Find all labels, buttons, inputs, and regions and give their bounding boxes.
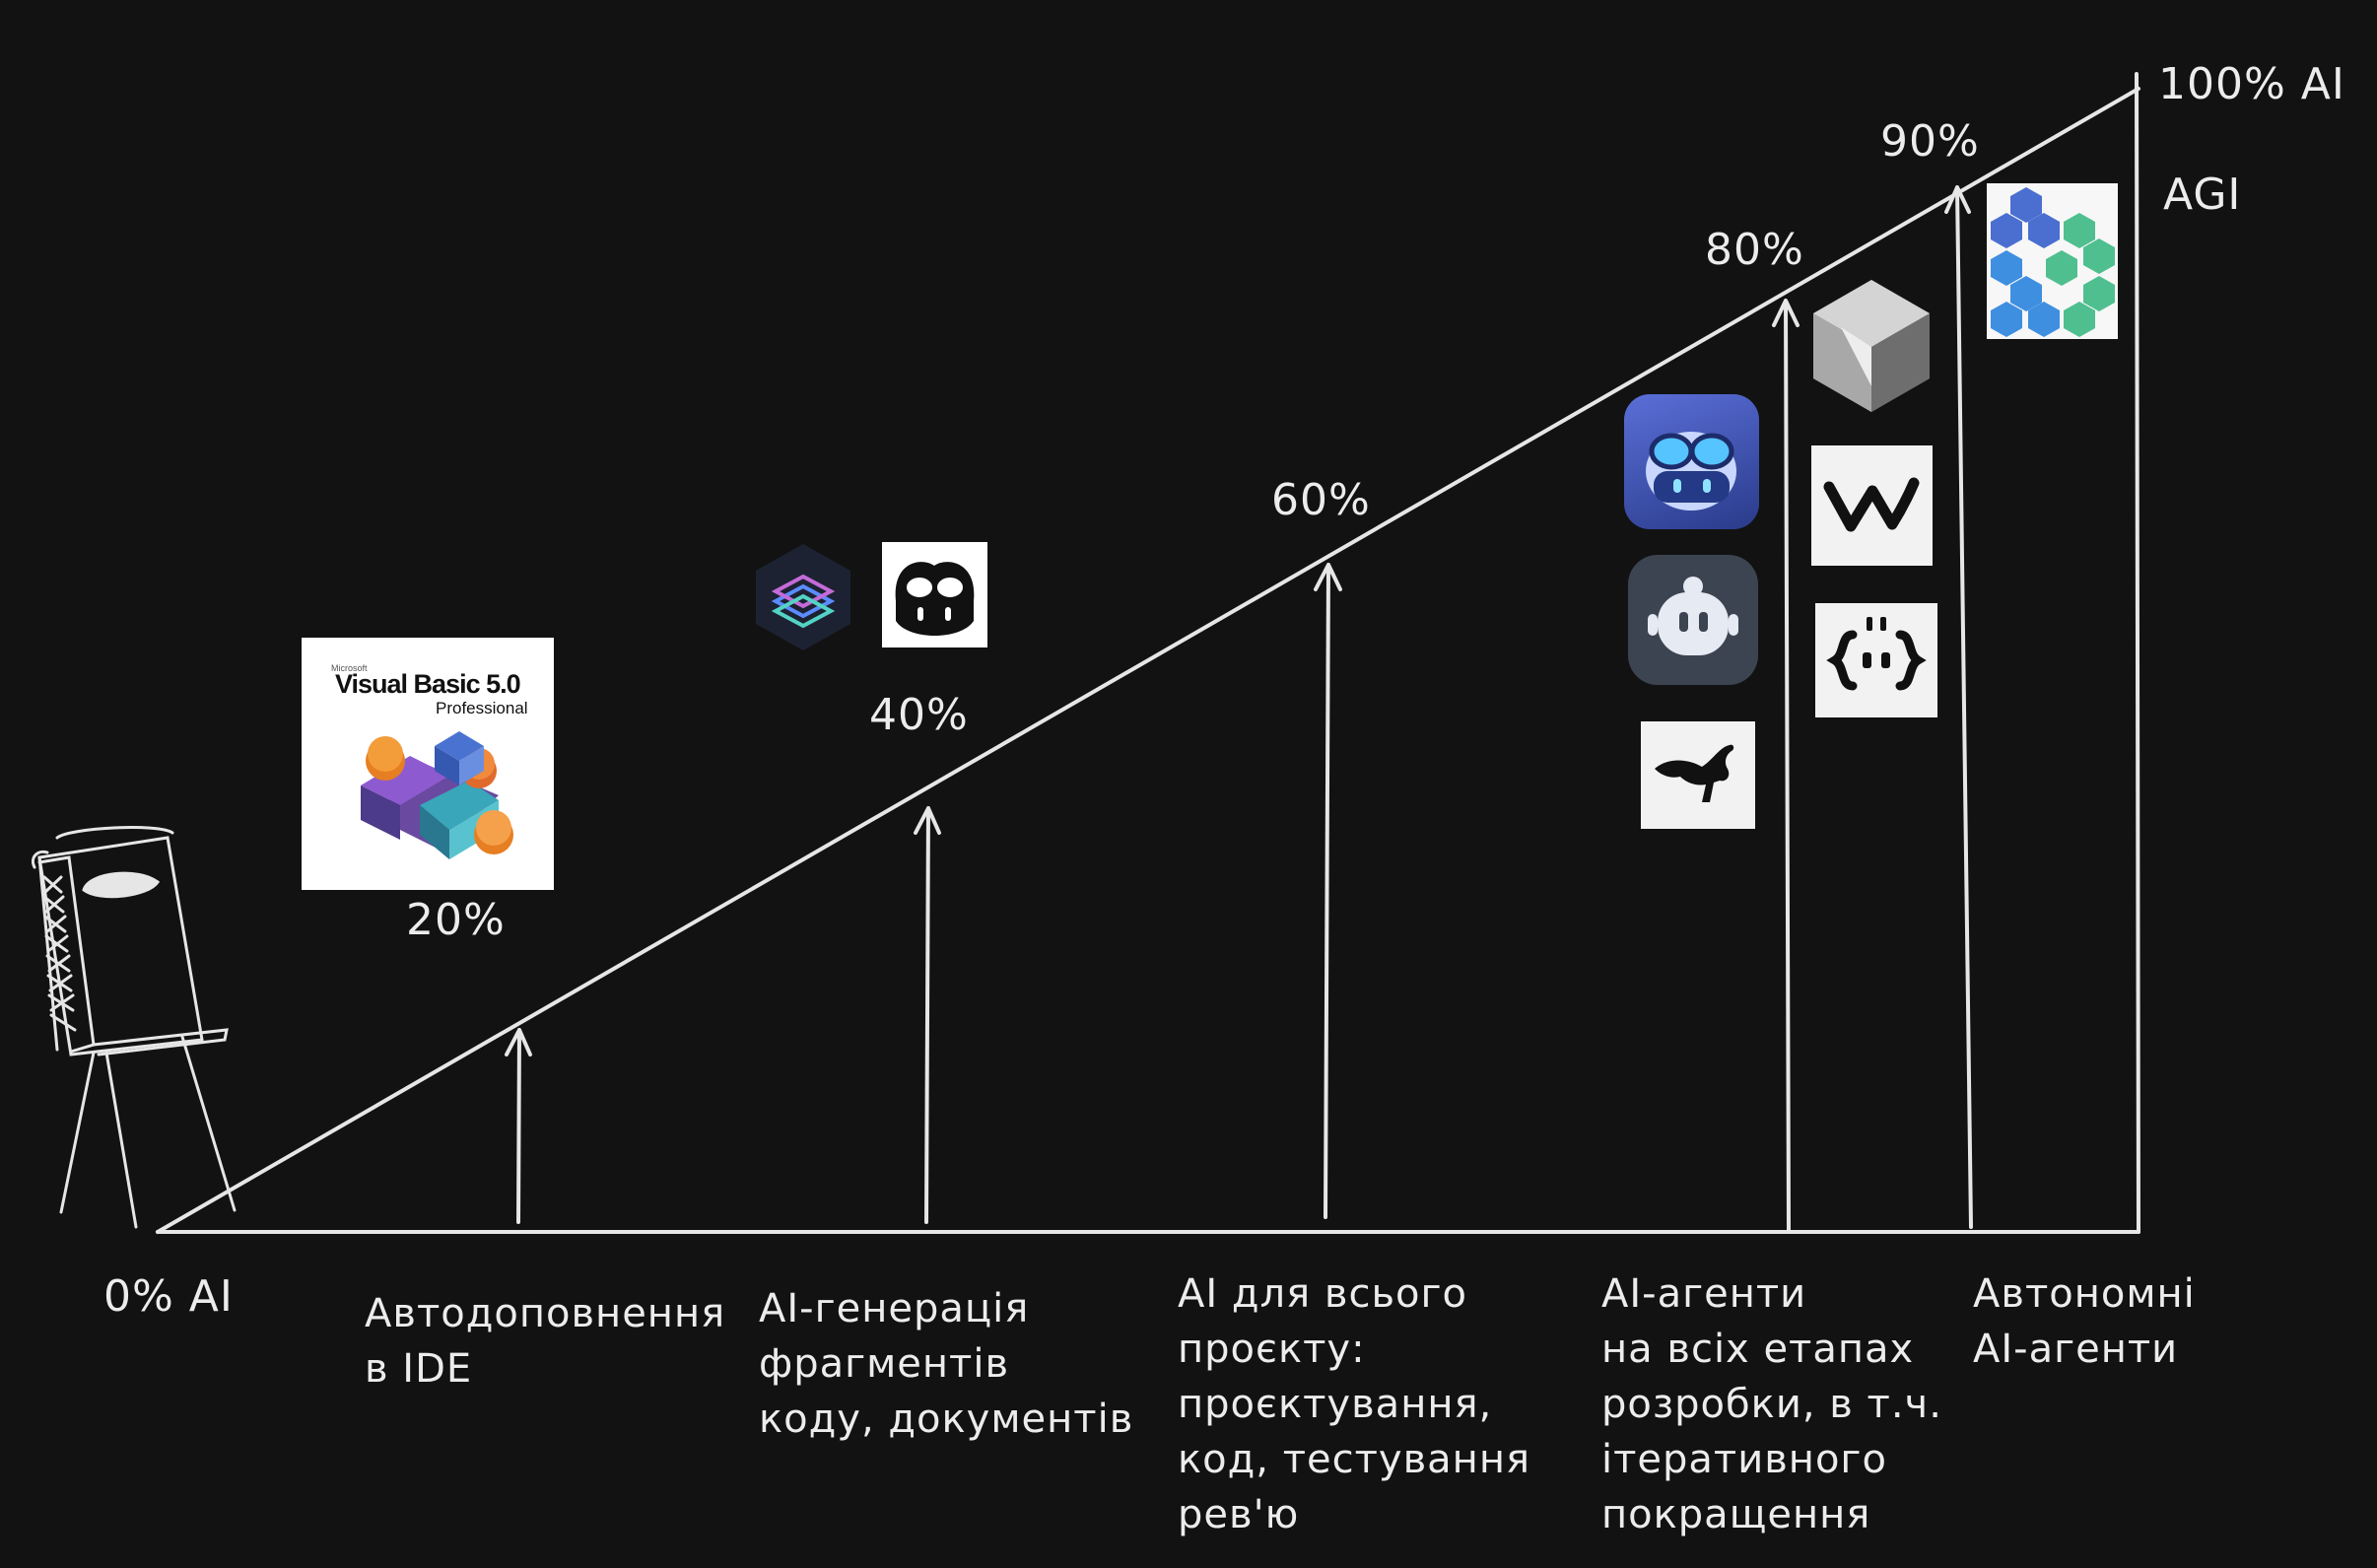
arrow-80: [1772, 299, 1800, 1232]
hexagon-agent-logo: [1987, 183, 2118, 339]
copilot-logo: [882, 542, 987, 648]
percent-40: 40%: [869, 690, 969, 740]
bracket-bot-icon: [1826, 617, 1927, 691]
stage-desc-generation: AI-генерація фрагментів коду, документів: [759, 1286, 1134, 1442]
stage-desc-autonomous: Автономні AI-агенти: [1973, 1271, 2196, 1372]
percent-80: 80%: [1705, 225, 1804, 275]
arrow-90: [1944, 185, 1973, 1229]
windsurf-logo: [1811, 445, 1933, 566]
cube-logo: [1813, 280, 1930, 412]
start-label: 0% AI: [103, 1271, 234, 1322]
stage-desc-agents: AI-агенти на всіх етапах розробки, в т.ч…: [1601, 1271, 1942, 1537]
copilot-face-icon: [895, 562, 975, 636]
arrow-60: [1314, 563, 1342, 1219]
arrow-20: [505, 1028, 532, 1224]
copilot-robot-icon: [1646, 432, 1736, 511]
diagonal-line: [156, 87, 2140, 1234]
percent-60: 60%: [1271, 475, 1371, 525]
percent-20: 20%: [406, 895, 506, 945]
agi-label: AGI: [2163, 170, 2242, 220]
codeium-layers-logo: [756, 544, 850, 650]
flipchart-icon: [32, 826, 237, 1229]
stage-desc-whole-project: AI для всього проєкту: проєктування, код…: [1178, 1271, 1531, 1537]
stage-desc-autocomplete: Автодоповнення в IDE: [365, 1291, 726, 1392]
kangaroo-logo: [1641, 721, 1755, 829]
bracket-bot-logo: [1815, 603, 1937, 717]
copilot-app-logo: [1624, 394, 1759, 529]
bot-face-icon: [1648, 577, 1738, 655]
end-label: 100% AI: [2158, 59, 2345, 109]
kangaroo-icon: [1655, 744, 1734, 802]
right-vertical: [2135, 72, 2140, 1234]
visual-basic-logo: Microsoft Visual Basic 5.0 Professional: [302, 638, 554, 890]
bot-app-logo: [1628, 555, 1758, 685]
vb-blocks-graphic: [361, 731, 513, 859]
hexagon-cluster-icon: [1991, 187, 2115, 337]
windsurf-wave-icon: [1823, 477, 1920, 532]
percent-90: 90%: [1880, 116, 1980, 167]
arrow-40: [914, 806, 941, 1224]
